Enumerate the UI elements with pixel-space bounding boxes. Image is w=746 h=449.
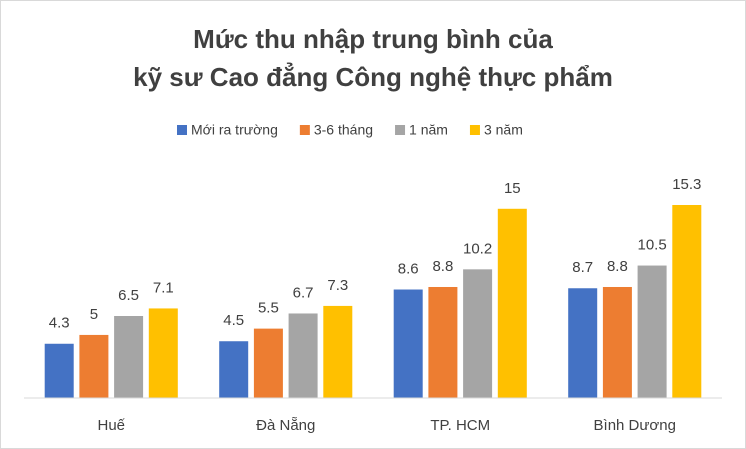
legend-swatch bbox=[469, 125, 480, 135]
x-tick-label: Bình Dương bbox=[594, 417, 676, 434]
legend-swatch bbox=[395, 125, 406, 135]
value-label: 7.1 bbox=[153, 279, 174, 296]
legend-label: 3 năm bbox=[484, 122, 523, 138]
chart-title: Mức thu nhập trung bình của bbox=[193, 24, 553, 54]
bar bbox=[44, 343, 74, 398]
value-label: 5 bbox=[90, 306, 98, 323]
bar bbox=[463, 269, 493, 398]
legend-label: Mới ra trường bbox=[191, 122, 278, 138]
value-label: 4.3 bbox=[49, 315, 70, 332]
bar bbox=[393, 289, 423, 398]
x-tick-label: Huế bbox=[97, 417, 125, 434]
bar bbox=[219, 341, 249, 398]
value-label: 8.8 bbox=[432, 258, 453, 275]
legend-swatch bbox=[177, 125, 187, 135]
value-label: 5.5 bbox=[258, 300, 279, 317]
value-label: 4.5 bbox=[223, 312, 244, 329]
value-label: 8.6 bbox=[398, 260, 419, 277]
bar bbox=[114, 316, 144, 398]
value-label: 8.8 bbox=[607, 258, 628, 275]
value-label: 15 bbox=[504, 180, 521, 197]
bar bbox=[497, 208, 527, 398]
legend-label: 3-6 tháng bbox=[314, 122, 373, 138]
value-label: 10.5 bbox=[637, 237, 666, 254]
legend-swatch bbox=[299, 125, 310, 135]
bar bbox=[79, 334, 109, 398]
bar bbox=[568, 288, 598, 398]
bar bbox=[428, 286, 458, 398]
value-label: 8.7 bbox=[572, 259, 593, 276]
value-label: 6.5 bbox=[118, 287, 139, 304]
chart-title: kỹ sư Cao đẳng Công nghệ thực phẩm bbox=[133, 61, 613, 92]
bar bbox=[672, 205, 702, 398]
legend-label: 1 năm bbox=[409, 122, 448, 138]
bar bbox=[288, 313, 318, 398]
bar bbox=[602, 286, 632, 398]
bar bbox=[253, 328, 283, 398]
value-label: 15.3 bbox=[672, 176, 701, 193]
x-tick-label: TP. HCM bbox=[430, 417, 490, 434]
x-tick-label: Đà Nẵng bbox=[256, 417, 315, 434]
bar bbox=[323, 305, 353, 398]
value-label: 7.3 bbox=[327, 277, 348, 294]
bar bbox=[637, 265, 667, 398]
value-label: 6.7 bbox=[293, 284, 314, 301]
value-label: 10.2 bbox=[463, 240, 492, 257]
bar bbox=[148, 308, 178, 398]
